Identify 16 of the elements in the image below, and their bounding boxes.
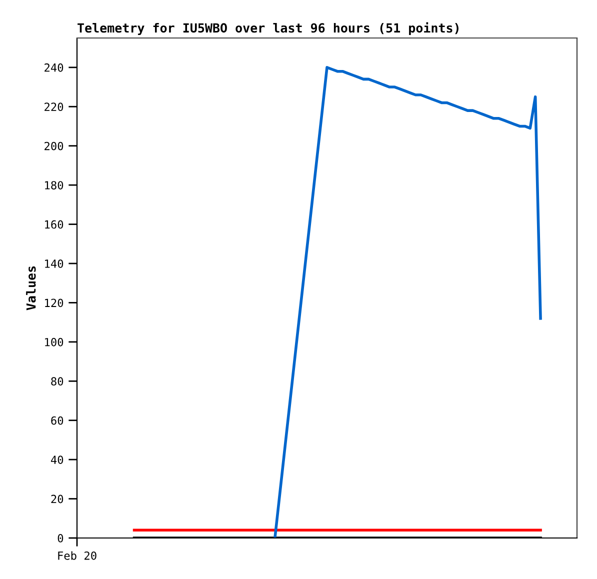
y-tick-label: 240 xyxy=(44,63,64,72)
y-tick-label: 20 xyxy=(51,494,64,504)
chart-title: Telemetry for IU5WBO over last 96 hours (51 points) xyxy=(78,22,458,36)
y-tick-label: 140 xyxy=(45,259,64,268)
y-axis-title: Values xyxy=(26,266,36,310)
y-tick-label: 60 xyxy=(51,416,64,425)
y-tick-label: 200 xyxy=(44,142,64,150)
y-tick-label: 40 xyxy=(50,456,64,464)
y-tick-label: 100 xyxy=(45,338,64,346)
y-tick-label: 120 xyxy=(45,298,64,308)
x-tick-label: Feb 20 xyxy=(58,551,96,560)
y-tick-label: 180 xyxy=(45,181,64,190)
y-tick-label: 160 xyxy=(45,220,64,229)
y-tick-label: 220 xyxy=(44,102,64,112)
y-tick-label: 0 xyxy=(58,534,64,542)
y-tick-label: 80 xyxy=(51,377,64,386)
